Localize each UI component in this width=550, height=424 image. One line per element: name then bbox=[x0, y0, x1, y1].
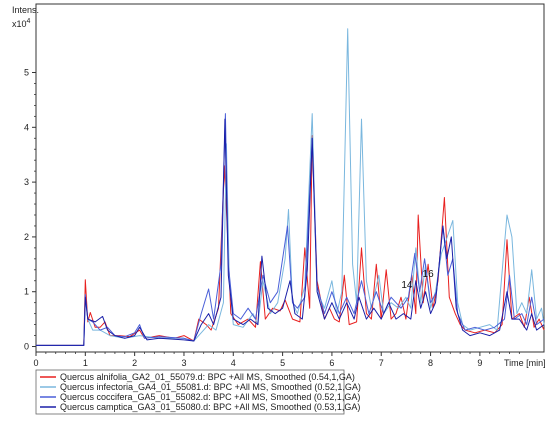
series-line-3 bbox=[36, 118, 545, 346]
x-tick-label-9: 9 bbox=[477, 358, 482, 368]
x-axis-ticks: 0 1 2 3 4 5 6 7 8 9 bbox=[33, 352, 520, 368]
y-tick-label-1: 1 bbox=[24, 287, 29, 297]
x-tick-label-2: 2 bbox=[132, 358, 137, 368]
series-line-1 bbox=[36, 28, 545, 346]
x-tick-label-8: 8 bbox=[428, 358, 433, 368]
y-axis-multiplier-exponent: 4 bbox=[27, 18, 31, 25]
y-axis-multiplier: x104 bbox=[12, 18, 31, 29]
legend-entry-0: Quercus alnifolia_GA2_01_55079.d: BPC +A… bbox=[60, 372, 355, 382]
x-tick-label-6: 6 bbox=[329, 358, 334, 368]
x-tick-label-4: 4 bbox=[231, 358, 236, 368]
x-tick-label-1: 1 bbox=[83, 358, 88, 368]
legend-box bbox=[35, 369, 345, 415]
y-tick-label-5: 5 bbox=[24, 68, 29, 78]
peak-label-16: 16 bbox=[423, 269, 435, 280]
y-axis-multiplier-base: x10 bbox=[12, 19, 27, 29]
y-tick-label-3: 3 bbox=[24, 177, 29, 187]
peak-label-14: 14 bbox=[401, 280, 413, 291]
legend-entry-2: Quercus coccifera_GA5_01_55082.d: BPC +A… bbox=[60, 392, 360, 402]
y-tick-label-2: 2 bbox=[24, 232, 29, 242]
annotation-group: 14 16 bbox=[401, 269, 434, 291]
x-tick-label-5: 5 bbox=[280, 358, 285, 368]
plot-frame bbox=[35, 3, 545, 353]
x-axis-label: Time [min] bbox=[504, 358, 546, 368]
y-axis-ticks: 0 1 2 3 4 5 bbox=[24, 68, 36, 352]
x-tick-label-0: 0 bbox=[33, 358, 38, 368]
x-tick-label-3: 3 bbox=[181, 358, 186, 368]
y-axis-label: Intens. bbox=[12, 5, 39, 15]
y-tick-label-0: 0 bbox=[24, 342, 29, 352]
x-tick-label-7: 7 bbox=[379, 358, 384, 368]
legend-entry-1: Quercus infectoria_GA4_01_55081.d: BPC +… bbox=[60, 382, 361, 392]
y-tick-label-4: 4 bbox=[24, 122, 29, 132]
series-line-2 bbox=[36, 113, 545, 346]
legend: Quercus alnifolia_GA2_01_55079.d: BPC +A… bbox=[35, 369, 361, 415]
legend-entry-3: Quercus camptica_GA3_01_55080.d: BPC +Al… bbox=[60, 402, 360, 412]
series-group bbox=[36, 28, 545, 346]
